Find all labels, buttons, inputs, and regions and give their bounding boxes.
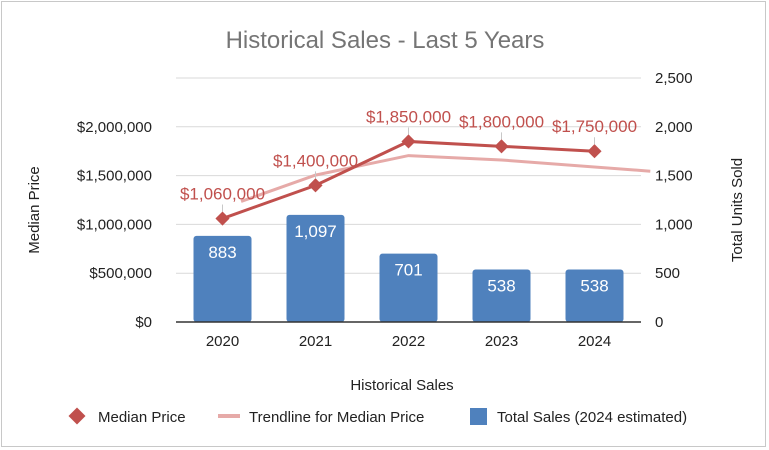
median-price-point [587,144,602,159]
median-price-point [308,178,323,193]
left-axis-tick-label: $1,000,000 [77,216,152,233]
data-labels: 883 1,097 701 538 538 $1,060,000 $1,400,000 $1,… [180,107,637,295]
left-axis-tick-label: $1,500,000 [77,168,152,185]
median-price-point [494,139,509,154]
x-axis-tick-label: 2020 [206,333,239,350]
right-axis-tick-label: 1,000 [655,216,693,233]
left-axis-title: Median Price [26,166,43,254]
right-axis-tick-label: 2,000 [655,119,693,136]
median-price-label: $1,400,000 [273,151,358,170]
bar [379,253,438,322]
bar [565,269,624,322]
right-axis-tick-label: 500 [655,265,680,282]
median-price-line [215,134,602,226]
right-axis-tick-label: 0 [655,314,663,331]
bar [472,269,531,322]
x-axis-tick-label: 2023 [485,333,518,350]
right-axis-title: Total Units Sold [729,158,746,262]
legend-total-sales-marker [470,408,487,425]
bars [193,214,624,322]
x-axis-tick-label: 2024 [578,333,611,350]
median-price-label: $1,750,000 [552,117,637,136]
legend-median-price-label: Median Price [98,409,186,426]
left-axis-tick-label: $2,000,000 [77,119,152,136]
bar-value-label: 883 [208,243,236,262]
axes: $0 $500,000 $1,000,000 $1,500,000 $2,000,000… [77,70,693,350]
right-axis-tick-label: 1,500 [655,168,693,185]
median-price-label: $1,800,000 [459,112,544,131]
trendline [240,154,651,203]
left-axis-tick-label: $500,000 [89,265,152,282]
median-price-point [215,211,230,226]
bar [286,214,345,322]
left-axis-tick-label: $0 [135,314,152,331]
bar-value-label: 538 [487,276,515,295]
median-price-label: $1,060,000 [180,185,265,204]
bar-value-label: 701 [394,261,422,280]
grid-lines [176,77,641,274]
bar-value-label: 1,097 [294,222,337,241]
legend-total-sales-label: Total Sales (2024 estimated) [497,409,687,426]
chart-title: Historical Sales - Last 5 Years [226,27,545,54]
x-axis-tick-label: 2022 [392,333,425,350]
median-price-point [401,134,416,149]
x-axis-tick-label: 2021 [299,333,332,350]
right-axis-tick-label: 2,500 [655,70,693,87]
median-price-label: $1,850,000 [366,107,451,126]
legend-trendline-label: Trendline for Median Price [249,409,424,426]
legend: Median Price Trendline for Median Price … [68,407,687,426]
legend-median-price-marker [68,407,86,425]
x-axis-title: Historical Sales [350,377,453,394]
bar-value-label: 538 [580,276,608,295]
bar [193,235,252,322]
trendline-path [240,154,651,203]
